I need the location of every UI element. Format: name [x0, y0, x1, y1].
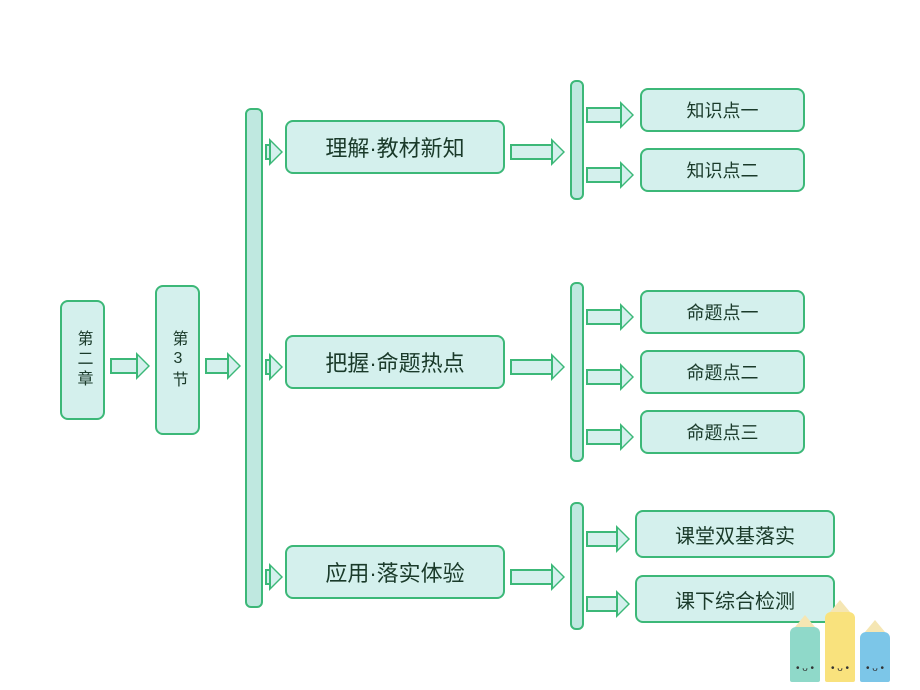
arrow-a_b3_l4	[586, 363, 634, 391]
arrow-a_b3_l3	[586, 303, 634, 331]
node-apply[interactable]: 应用·落实体验	[285, 545, 505, 599]
connector-bar-practice	[570, 502, 584, 630]
node-topic-3-label: 命题点三	[687, 419, 759, 445]
node-chapter-label: 第二章	[71, 330, 95, 390]
node-knowledge-1[interactable]: 知识点一	[640, 88, 805, 132]
arrow-a_b2_l1	[586, 101, 634, 129]
node-homework-label: 课下综合检测	[675, 585, 795, 614]
node-section-label: 第3节	[166, 330, 190, 391]
pencil-2: • ᴗ •	[825, 612, 855, 682]
arrow-a_m3_b4	[510, 563, 565, 591]
connector-bar-topics	[570, 282, 584, 462]
node-understand[interactable]: 理解·教材新知	[285, 120, 505, 174]
arrow-a_b1_m1	[265, 138, 283, 166]
arrow-a_m1_b2	[510, 138, 565, 166]
node-classroom-label: 课堂双基落实	[675, 520, 795, 549]
arrow-a_b1_m2	[265, 353, 283, 381]
connector-bar-knowledge	[570, 80, 584, 200]
node-understand-label: 理解·教材新知	[325, 131, 464, 163]
node-topic-1[interactable]: 命题点一	[640, 290, 805, 334]
node-topic-1-label: 命题点一	[687, 299, 759, 325]
connector-bar-main	[245, 108, 263, 608]
node-chapter[interactable]: 第二章	[60, 300, 105, 420]
node-section[interactable]: 第3节	[155, 285, 200, 435]
mascot-pencils: • ᴗ •• ᴗ •• ᴗ •	[780, 602, 910, 682]
arrow-a_r1_r2	[110, 352, 150, 380]
arrow-a_r2_b1	[205, 352, 241, 380]
arrow-a_b3_l5	[586, 423, 634, 451]
node-topic-2[interactable]: 命题点二	[640, 350, 805, 394]
node-topic-3[interactable]: 命题点三	[640, 410, 805, 454]
arrow-a_b1_m3	[265, 563, 283, 591]
node-grasp-label: 把握·命题热点	[325, 346, 464, 378]
node-knowledge-2[interactable]: 知识点二	[640, 148, 805, 192]
arrow-a_m2_b3	[510, 353, 565, 381]
node-topic-2-label: 命题点二	[687, 359, 759, 385]
arrow-a_b4_l7	[586, 590, 630, 618]
arrow-a_b2_l2	[586, 161, 634, 189]
node-apply-label: 应用·落实体验	[325, 556, 464, 588]
arrow-a_b4_l6	[586, 525, 630, 553]
node-knowledge-1-label: 知识点一	[687, 97, 759, 123]
node-grasp[interactable]: 把握·命题热点	[285, 335, 505, 389]
node-knowledge-2-label: 知识点二	[687, 157, 759, 183]
pencil-3: • ᴗ •	[860, 632, 890, 682]
node-classroom[interactable]: 课堂双基落实	[635, 510, 835, 558]
pencil-1: • ᴗ •	[790, 627, 820, 682]
